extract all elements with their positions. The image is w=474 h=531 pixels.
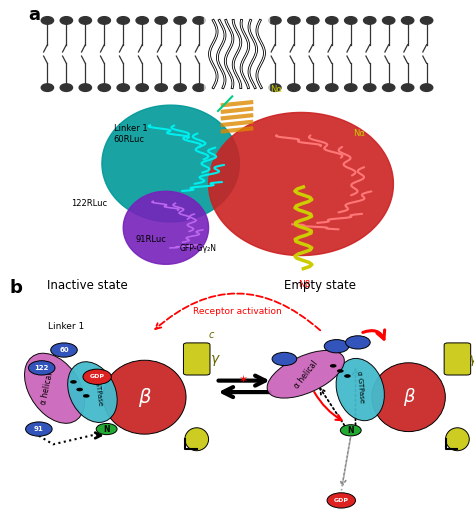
Text: GDP: GDP: [90, 374, 105, 379]
Circle shape: [193, 84, 205, 91]
Text: Empty state: Empty state: [284, 279, 356, 292]
Text: α GTPase: α GTPase: [93, 373, 103, 406]
Text: 91RLuc: 91RLuc: [135, 235, 166, 244]
Circle shape: [51, 343, 77, 357]
Text: α GTPase: α GTPase: [356, 371, 365, 403]
Text: α helical: α helical: [40, 372, 55, 405]
Circle shape: [345, 84, 357, 91]
Text: N: N: [347, 426, 354, 435]
Text: γ: γ: [469, 352, 474, 366]
Text: Inactive state: Inactive state: [47, 279, 128, 292]
Circle shape: [79, 84, 91, 91]
Circle shape: [96, 423, 117, 435]
Circle shape: [272, 353, 297, 365]
Circle shape: [383, 16, 395, 24]
Circle shape: [70, 380, 77, 384]
Circle shape: [136, 16, 148, 24]
Circle shape: [60, 16, 73, 24]
Circle shape: [340, 425, 361, 436]
Ellipse shape: [267, 350, 344, 398]
Text: N: N: [103, 425, 110, 433]
Text: 122RLuc: 122RLuc: [71, 199, 107, 208]
Polygon shape: [102, 105, 239, 222]
Text: 60: 60: [59, 347, 69, 353]
Circle shape: [288, 84, 300, 91]
Ellipse shape: [446, 428, 469, 451]
Text: Nα: Nα: [270, 85, 282, 93]
Text: γ: γ: [211, 352, 219, 366]
Circle shape: [26, 422, 52, 436]
Text: ✶: ✶: [239, 375, 248, 385]
FancyBboxPatch shape: [444, 343, 471, 375]
Circle shape: [60, 84, 73, 91]
Text: β: β: [138, 388, 151, 407]
Ellipse shape: [372, 363, 446, 432]
Circle shape: [344, 374, 351, 378]
Circle shape: [155, 84, 167, 91]
Circle shape: [41, 16, 54, 24]
FancyBboxPatch shape: [183, 343, 210, 375]
Ellipse shape: [336, 358, 384, 421]
Circle shape: [307, 84, 319, 91]
Ellipse shape: [68, 362, 117, 423]
Text: α helical: α helical: [292, 358, 319, 390]
Circle shape: [324, 340, 349, 353]
Circle shape: [98, 84, 110, 91]
Text: 122: 122: [35, 365, 49, 371]
Text: GFP-Gγ₂N: GFP-Gγ₂N: [180, 244, 217, 253]
Circle shape: [41, 84, 54, 91]
Text: Nα: Nα: [353, 129, 365, 138]
Text: b: b: [9, 279, 22, 297]
Text: Nβ: Nβ: [299, 280, 311, 289]
Circle shape: [326, 84, 338, 91]
Circle shape: [345, 16, 357, 24]
Text: Receptor activation: Receptor activation: [192, 307, 282, 316]
Ellipse shape: [103, 360, 186, 434]
Circle shape: [269, 16, 281, 24]
Circle shape: [83, 369, 111, 384]
Circle shape: [364, 16, 376, 24]
Circle shape: [117, 16, 129, 24]
Circle shape: [330, 364, 337, 367]
Circle shape: [337, 369, 344, 373]
Text: Linker 1
60RLuc: Linker 1 60RLuc: [114, 124, 147, 143]
Polygon shape: [123, 191, 209, 264]
Circle shape: [401, 84, 414, 91]
Text: Linker 1: Linker 1: [48, 322, 84, 331]
Circle shape: [83, 394, 90, 398]
Circle shape: [288, 16, 300, 24]
Circle shape: [307, 16, 319, 24]
Circle shape: [269, 84, 281, 91]
Circle shape: [193, 16, 205, 24]
Ellipse shape: [185, 428, 209, 451]
Circle shape: [117, 84, 129, 91]
Circle shape: [79, 16, 91, 24]
Circle shape: [136, 84, 148, 91]
Circle shape: [420, 16, 433, 24]
Circle shape: [98, 16, 110, 24]
Polygon shape: [209, 113, 393, 255]
Circle shape: [76, 388, 83, 391]
Text: β: β: [403, 388, 414, 406]
Text: GDP: GDP: [334, 498, 349, 503]
Circle shape: [364, 84, 376, 91]
Circle shape: [346, 336, 370, 349]
Circle shape: [174, 84, 186, 91]
Circle shape: [155, 16, 167, 24]
Text: c: c: [209, 330, 214, 340]
Text: a: a: [28, 6, 40, 24]
Text: 91: 91: [34, 426, 44, 432]
Circle shape: [327, 493, 356, 508]
Circle shape: [174, 16, 186, 24]
Circle shape: [420, 84, 433, 91]
Circle shape: [383, 84, 395, 91]
Circle shape: [401, 16, 414, 24]
Circle shape: [326, 16, 338, 24]
FancyBboxPatch shape: [204, 12, 270, 97]
Ellipse shape: [25, 353, 84, 423]
Circle shape: [28, 361, 55, 375]
